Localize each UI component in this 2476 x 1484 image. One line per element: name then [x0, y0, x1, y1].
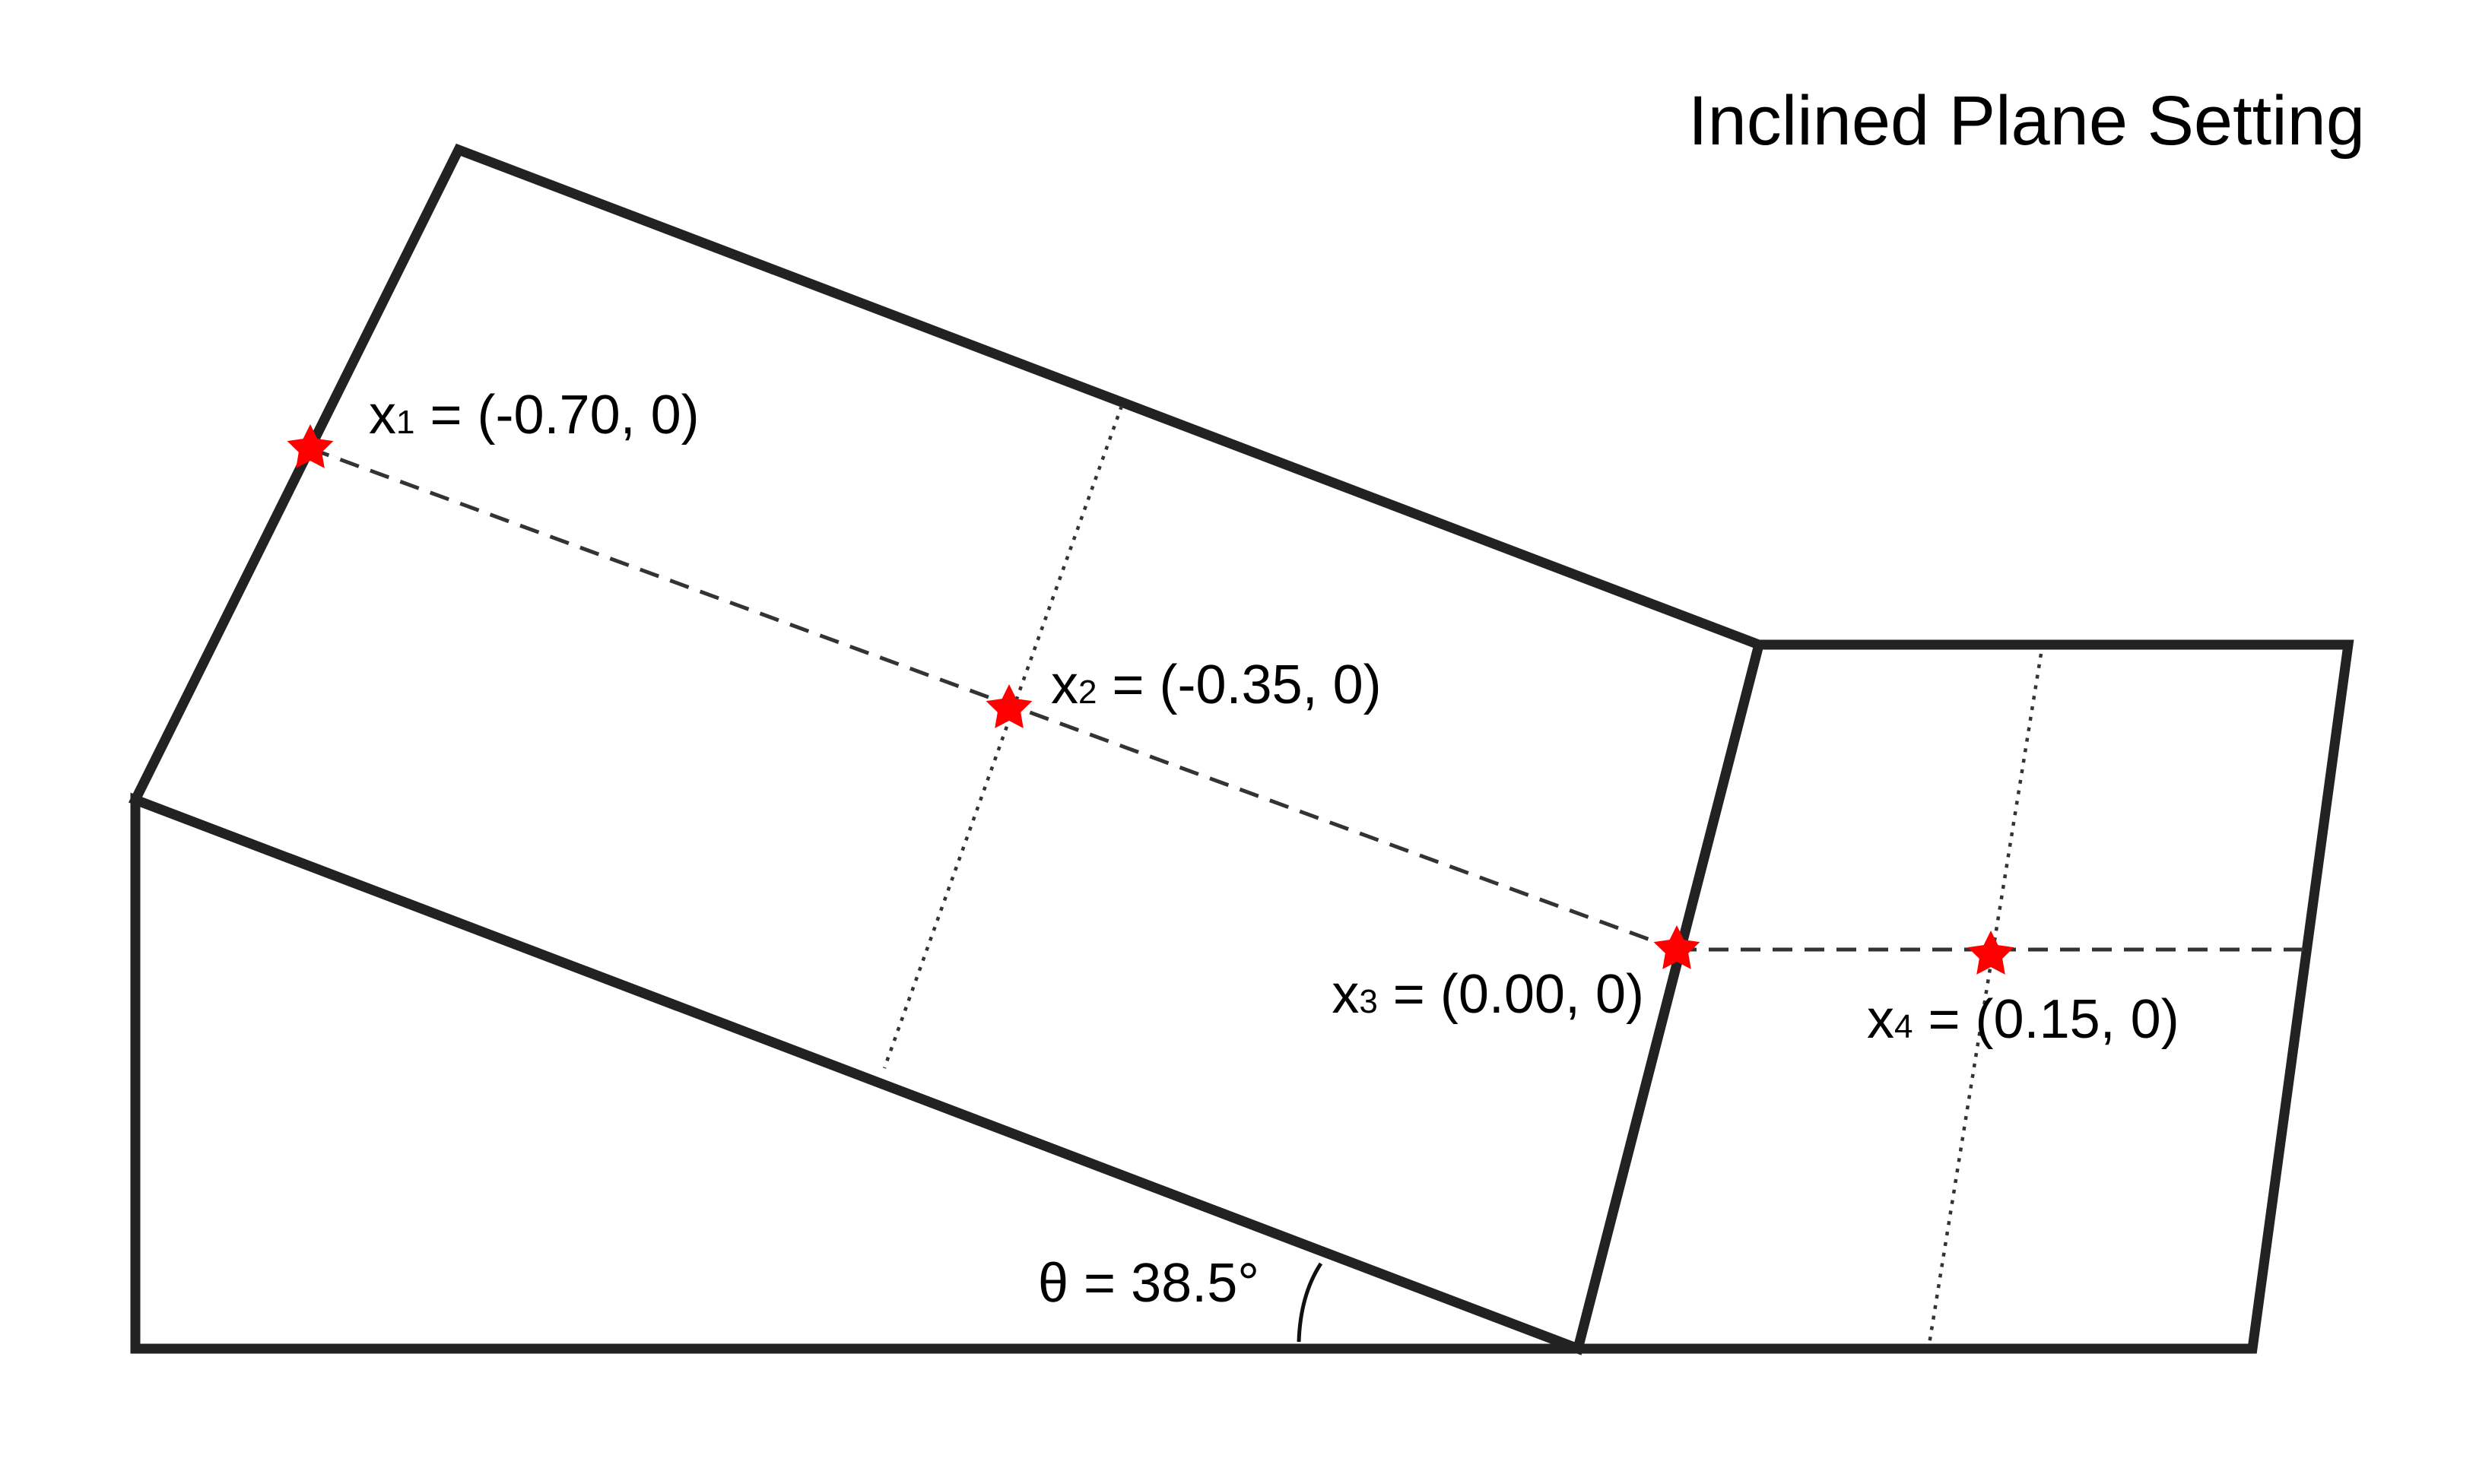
point-sub-x4: 4 — [1894, 1008, 1913, 1045]
point-var-x2: x — [1051, 655, 1078, 715]
star-marker-x1 — [287, 424, 334, 468]
star-marker-x4 — [1968, 931, 2014, 975]
point-var-x1: x — [369, 385, 396, 446]
angle-arc — [1299, 1264, 1321, 1342]
trajectory-incline — [310, 449, 1677, 950]
point-var-x3: x — [1332, 964, 1359, 1025]
point-var-x4: x — [1867, 989, 1894, 1050]
point-label-x1: x1 = (-0.70, 0) — [369, 385, 700, 446]
point-coords-x2: = (-0.35, 0) — [1097, 655, 1381, 715]
angle-label: θ = 38.5° — [1038, 1253, 1259, 1314]
point-coords-x1: = (-0.70, 0) — [414, 385, 699, 446]
point-sub-x1: 1 — [396, 404, 414, 441]
point-coords-x3: = (0.00, 0) — [1378, 964, 1644, 1025]
point-sub-x2: 2 — [1078, 674, 1097, 711]
point-sub-x3: 3 — [1359, 983, 1377, 1020]
inclined-block-midline — [884, 406, 1122, 1068]
title: Inclined Plane Setting — [1688, 82, 2365, 160]
star-marker-x2 — [986, 684, 1033, 728]
point-label-x3: x3 = (0.00, 0) — [1332, 964, 1644, 1025]
point-label-x2: x2 = (-0.35, 0) — [1051, 655, 1382, 715]
point-coords-x4: = (0.15, 0) — [1913, 989, 2179, 1050]
inclined-block — [135, 150, 1759, 1349]
point-label-x4: x4 = (0.15, 0) — [1867, 989, 2179, 1050]
